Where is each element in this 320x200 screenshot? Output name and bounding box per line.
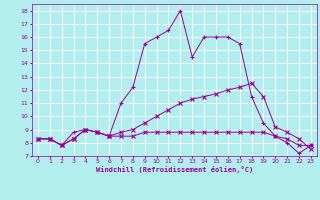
X-axis label: Windchill (Refroidissement éolien,°C): Windchill (Refroidissement éolien,°C) <box>96 166 253 173</box>
